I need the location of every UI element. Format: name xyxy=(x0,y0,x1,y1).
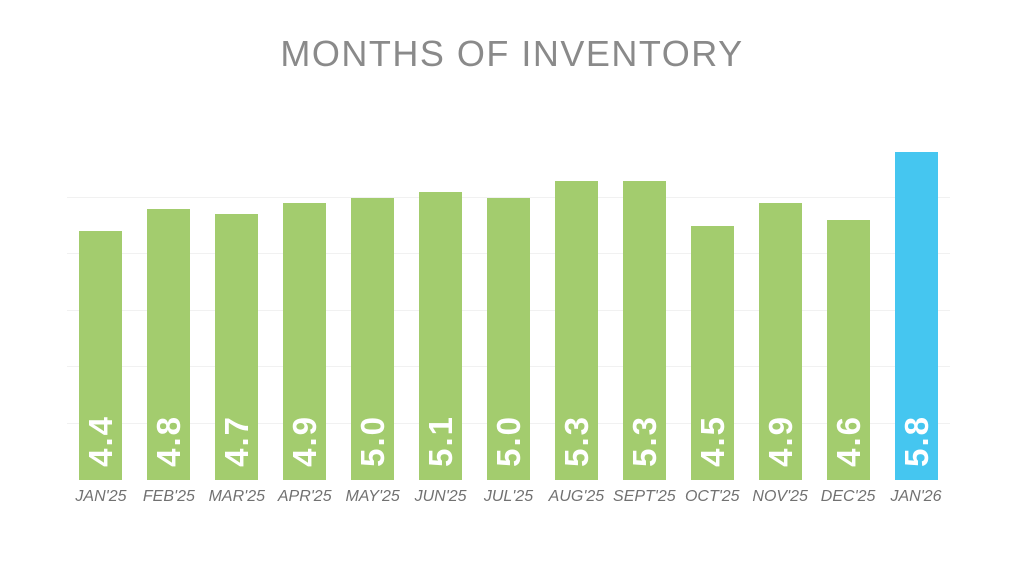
bar-value-label: 5.3 xyxy=(625,415,663,467)
x-axis-label: JAN'25 xyxy=(75,488,127,505)
bar-value-label: 4.5 xyxy=(693,415,731,467)
bar: 4.8 xyxy=(147,208,191,480)
bar: 4.6 xyxy=(826,220,870,480)
x-axis-label: AUG'25 xyxy=(548,488,605,505)
x-axis-label: MAY'25 xyxy=(345,488,400,505)
bars-row: 4.4 4.8 4.7 4.9 5.0 5.1 5.0 5.3 5.3 4.5 4.9 4.6 5.8 xyxy=(67,140,950,480)
bar-cell: 5.0 xyxy=(475,140,543,480)
x-axis-label: JUN'25 xyxy=(414,488,467,505)
x-axis-label: OCT'25 xyxy=(684,488,740,505)
bar: 4.7 xyxy=(215,214,259,480)
bar-value-label: 5.0 xyxy=(354,415,392,467)
bar-value-label: 4.9 xyxy=(286,415,324,467)
x-axis-label: JAN'26 xyxy=(890,488,942,505)
bar-value-label: 4.4 xyxy=(82,415,120,467)
bar-value-label: 5.1 xyxy=(422,415,460,467)
bar-value-label: 5.8 xyxy=(897,415,935,467)
x-axis-label: JUL'25 xyxy=(483,488,534,505)
x-axis-label: APR'25 xyxy=(277,488,332,505)
bar-value-label: 5.0 xyxy=(489,415,527,467)
x-axis-label: DEC'25 xyxy=(820,488,876,505)
bar: 5.3 xyxy=(622,180,666,480)
bar-cell: 4.9 xyxy=(746,140,814,480)
bar-cell: 4.5 xyxy=(678,140,746,480)
bar-highlighted: 5.8 xyxy=(894,152,938,480)
bar-cell: 5.0 xyxy=(339,140,407,480)
x-axis-labels: JAN'25 FEB'25 MAR'25 APR'25 MAY'25 JUN'25 JUL'… xyxy=(67,488,950,506)
bar: 4.9 xyxy=(283,203,327,480)
bar-cell: 4.4 xyxy=(67,140,135,480)
bar: 4.4 xyxy=(79,231,123,480)
x-axis-label: NOV'25 xyxy=(752,488,808,505)
plot-area: 4.4 4.8 4.7 4.9 5.0 5.1 5.0 5.3 5.3 4.5 4.9 4.6 5.8 xyxy=(67,140,950,480)
bar: 4.5 xyxy=(690,225,734,480)
bar-cell: 5.1 xyxy=(407,140,475,480)
bar: 5.3 xyxy=(554,180,598,480)
bar-value-label: 4.9 xyxy=(761,415,799,467)
bar: 5.0 xyxy=(351,197,395,480)
bar-cell: 5.8 xyxy=(882,140,950,480)
x-axis-label: SEPT'25 xyxy=(613,488,676,505)
chart-title: MONTHS OF INVENTORY xyxy=(280,33,744,74)
bar-cell: 4.7 xyxy=(203,140,271,480)
bar: 5.0 xyxy=(486,197,530,480)
bar-cell: 4.9 xyxy=(271,140,339,480)
x-axis-label: FEB'25 xyxy=(142,488,195,505)
bar-value-label: 4.8 xyxy=(150,415,188,467)
bar-cell: 5.3 xyxy=(542,140,610,480)
bar-value-label: 4.7 xyxy=(218,415,256,467)
bar: 4.9 xyxy=(758,203,802,480)
bar-value-label: 4.6 xyxy=(829,415,867,467)
x-axis-label: MAR'25 xyxy=(208,488,265,505)
bar-value-label: 5.3 xyxy=(557,415,595,467)
bar-cell: 5.3 xyxy=(610,140,678,480)
bar-cell: 4.8 xyxy=(135,140,203,480)
gridline xyxy=(67,196,950,198)
bar: 5.1 xyxy=(419,191,463,480)
bar-cell: 4.6 xyxy=(814,140,882,480)
